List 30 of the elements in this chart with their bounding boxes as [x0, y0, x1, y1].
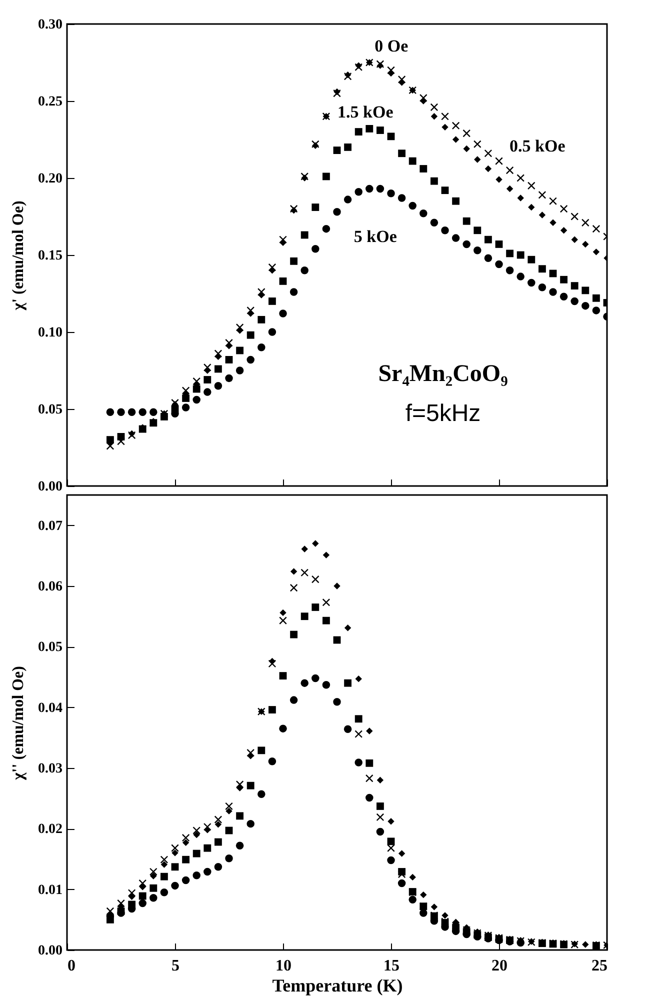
y-tick-label: 0.20 [38, 172, 62, 186]
x-tick-label: 10 [276, 958, 292, 974]
y-tick-label: 0.03 [38, 762, 62, 776]
y-tick-label: 0.05 [38, 640, 62, 656]
series-label: 1.5 kOe [338, 102, 394, 122]
y-tick-label: 0.05 [38, 402, 62, 418]
x-tick-label: 0 [68, 958, 76, 974]
y-tick-label: 0.15 [38, 248, 62, 264]
x-tick-label: 25 [592, 958, 608, 974]
y-tick-label: 0.04 [38, 700, 62, 716]
y-tick-label: 0.10 [38, 326, 62, 340]
y-tick-label: 0.06 [38, 580, 62, 594]
x-tick-label: 20 [492, 958, 508, 974]
y-tick-label: 0.30 [38, 18, 62, 32]
x-tick-label: 5 [172, 958, 180, 974]
y-tick-label: 0.01 [38, 882, 62, 898]
y-tick-label: 0.00 [38, 944, 62, 958]
series-label: 0 Oe [374, 36, 409, 56]
y-tick-label: 0.00 [38, 480, 62, 494]
y-tick-label: 0.25 [38, 94, 62, 110]
x-axis-title: Temperature (K) [272, 976, 403, 996]
y-axis-title: χ'' (emu/mol Oe) [10, 666, 27, 782]
x-tick-label: 15 [384, 958, 400, 974]
annotation: f=5kHz [405, 400, 481, 427]
annotation: Sr₄Mn₂CoO₉ [378, 361, 508, 387]
y-tick-label: 0.07 [38, 518, 62, 534]
series-label: 0.5 kOe [510, 136, 566, 156]
y-tick-label: 0.02 [38, 822, 62, 838]
y-axis-title: χ' (emu/mol Oe) [10, 200, 27, 312]
series-label: 5 kOe [354, 226, 398, 246]
